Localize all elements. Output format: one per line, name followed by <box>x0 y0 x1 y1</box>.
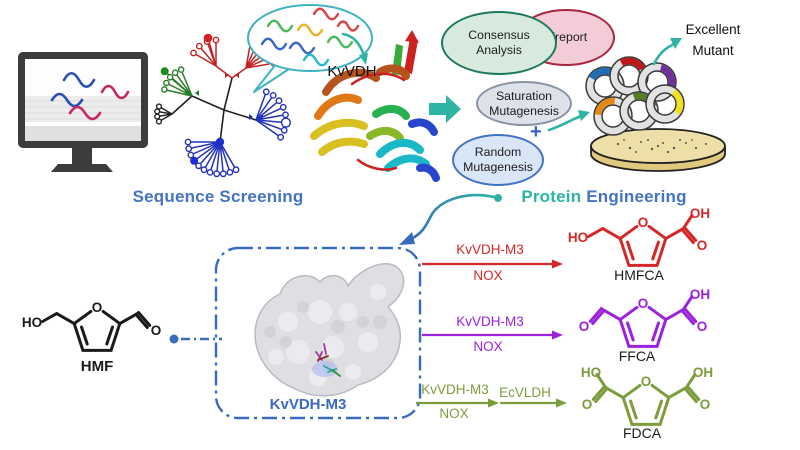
excellent-mutant-line2: Mutant <box>692 43 734 58</box>
random-label-line2: Mutagenesis <box>463 160 533 174</box>
reaction-2-cofactor-label: NOX <box>473 339 503 354</box>
hmf-aldehyde-oxygen: O <box>151 323 162 338</box>
hmfca-label: HMFCA <box>614 267 664 283</box>
ffca-carbonyl-oxygen: O <box>697 319 708 334</box>
fdca-oh: OH <box>693 365 713 380</box>
pe-to-box-arrow-icon <box>399 193 502 245</box>
fdca-right-carbonyl-oxygen: O <box>700 397 711 412</box>
phylogenetic-tree-illustration <box>154 33 292 178</box>
reaction-3-enzyme-label: KvVDH-M3 <box>421 382 489 397</box>
hmfca-structure: O OH O HO <box>568 206 710 267</box>
section-arrow-icon <box>429 95 461 123</box>
excellent-mutant-label: Excellent <box>668 22 758 37</box>
hmfca-ring-oxygen: O <box>638 215 649 230</box>
saturation-label-line1: Saturation <box>495 88 553 103</box>
hmf-label: HMF <box>80 358 114 375</box>
ffca-ring-oxygen: O <box>638 296 649 311</box>
sequence-screening-label: Sequence Screening <box>132 187 304 206</box>
fdca-left-carbonyl-oxygen: O <box>582 397 593 412</box>
kvvdh-m3-label: KvVDH-M3 <box>269 396 347 413</box>
excellent-mutant-label-line2: Mutant <box>668 43 758 58</box>
ffca-aldehyde-oxygen: O <box>579 319 590 334</box>
consensus-label-line2: Analysis <box>476 43 522 57</box>
reaction-1-enzyme-label: KvVDH-M3 <box>456 242 524 257</box>
ffca-oh: OH <box>690 287 710 302</box>
sequence-bubble <box>247 4 373 93</box>
plus-icon-2: + <box>530 121 542 143</box>
bubble-to-protein-arrow-icon <box>341 32 368 65</box>
plasmid-library-illustration <box>585 56 726 172</box>
reaction-2-enzyme-label: KvVDH-M3 <box>456 314 524 329</box>
hmfca-oh: OH <box>690 206 710 221</box>
hmf-hydroxyl: HO <box>22 315 42 330</box>
reaction-3-arrow2-icon <box>500 398 567 408</box>
consensus-analysis-oval: Consensus Analysis <box>441 11 557 75</box>
excellent-mutant-arrow-icon <box>652 38 682 66</box>
random-label-line1: Random <box>474 145 522 159</box>
hmf-to-enzyme-connector <box>169 334 222 344</box>
saturation-mutagenesis-oval: Saturation Mutagenesis <box>476 81 572 126</box>
consensus-label-line1: Consensus <box>468 28 530 42</box>
random-mutagenesis-oval: Random Mutagenesis <box>452 134 544 186</box>
active-site-ligand <box>312 343 341 377</box>
hmfca-ho: HO <box>568 230 588 245</box>
reaction-3-arrow1-icon <box>416 398 499 408</box>
fdca-ho: HO <box>581 365 601 380</box>
kvvdh-label: KvVDH <box>327 63 377 80</box>
reaction-2-arrow-icon <box>422 330 563 340</box>
protein-engineering-label: Protein Engineering <box>504 187 704 207</box>
plasmid-yellow <box>645 84 685 124</box>
excellent-mutant-line1: Excellent <box>685 22 741 37</box>
fdca-ring-oxygen: O <box>641 374 652 389</box>
hmfca-carbonyl-oxygen: O <box>697 238 708 253</box>
methods-to-library-arrow-icon <box>547 110 590 132</box>
petri-dish <box>590 128 726 172</box>
reaction-3-enzyme2-label: EcVLDH <box>499 385 551 400</box>
monitor-illustration <box>18 52 148 172</box>
kvvdh-m3-surface <box>254 263 405 397</box>
ffca-structure: O OH O O <box>579 287 710 348</box>
reaction-3-cofactor-label: NOX <box>439 406 469 421</box>
ffca-label: FFCA <box>618 348 656 364</box>
saturation-label-line2: Mutagenesis <box>489 103 559 118</box>
fdca-label: FDCA <box>622 425 662 441</box>
kvvdh-protein-ribbon <box>310 30 440 182</box>
enzyme-box <box>214 246 422 420</box>
hmf-ring-oxygen: O <box>92 300 103 315</box>
hmf-structure: O O HO <box>22 300 162 352</box>
fdca-structure: O OH O HO O <box>581 365 713 426</box>
monitor-screen-sequences <box>50 71 130 121</box>
reaction-1-cofactor-label: NOX <box>473 268 503 283</box>
protein-engineering-word2: Engineering <box>586 187 687 206</box>
protein-engineering-word1: Protein <box>521 187 582 206</box>
reaction-1-arrow-icon <box>422 259 563 269</box>
